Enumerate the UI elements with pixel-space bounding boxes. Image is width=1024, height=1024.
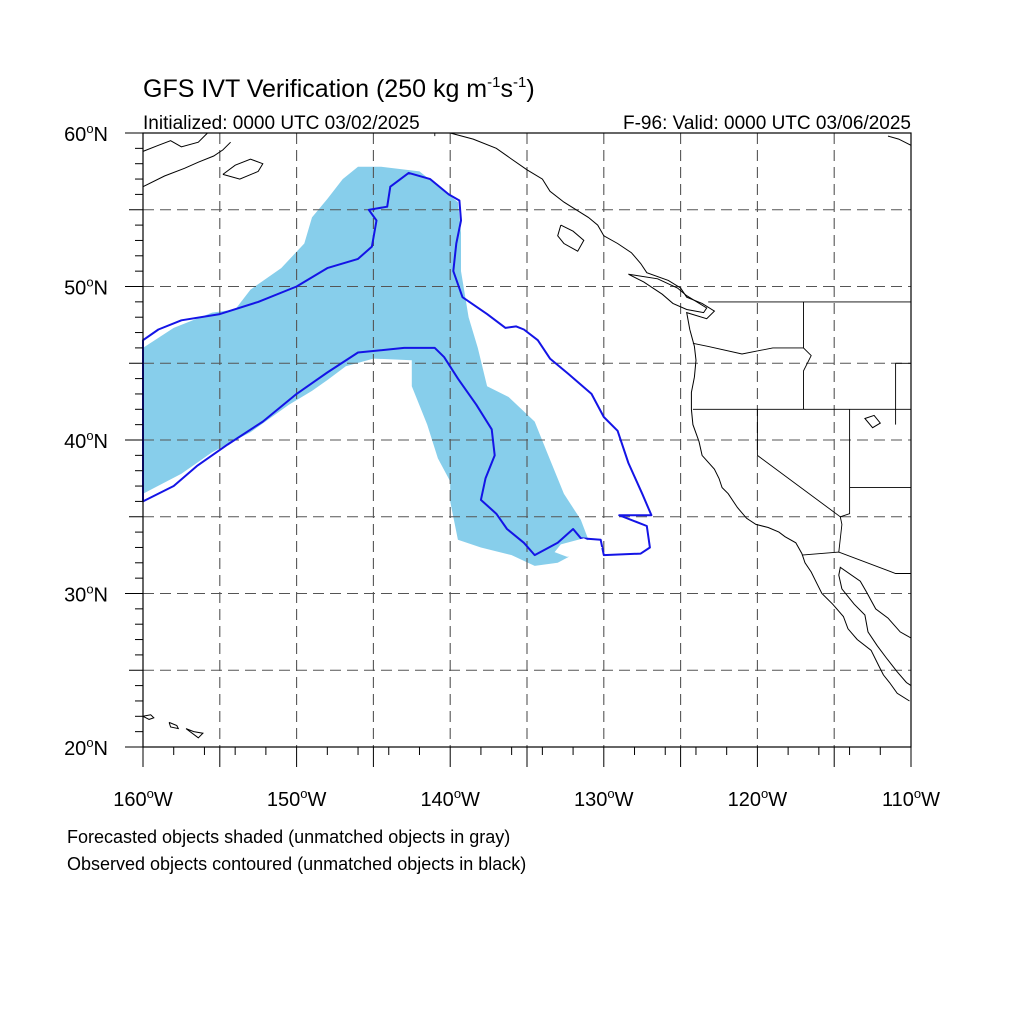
latitude-labels: 60oN 50oN 40oN 30oN 20oN (64, 121, 108, 760)
longitude-labels: 160oW 150oW 140oW 130oW 120oW 110oW (113, 786, 940, 811)
longitude-label: 150oW (267, 786, 327, 811)
border-segment (838, 409, 851, 553)
coastline-segment (142, 132, 208, 152)
border-segment (801, 551, 911, 574)
lake-outline (864, 414, 882, 429)
forecast-objects (143, 166, 589, 566)
longitude-label: 160oW (113, 786, 173, 811)
observed-object-contour (142, 171, 653, 557)
valid-label: F-96: Valid: 0000 UTC 03/06/2025 (623, 113, 911, 134)
observed-gap-region (554, 538, 603, 557)
latitude-label: 60oN (64, 121, 108, 146)
forecast-object-shaded (143, 166, 589, 566)
coastline-segment (838, 566, 912, 687)
political-borders (434, 133, 911, 574)
longitude-label: 130oW (574, 786, 634, 811)
coastline-segment (185, 728, 204, 739)
latitude-label: 50oN (64, 275, 108, 300)
border-segment (803, 301, 812, 410)
map-title: GFS IVT Verification (250 kg m-1s-1) (143, 74, 535, 103)
footnote-observed: Observed objects contoured (unmatched ob… (67, 854, 526, 874)
axis-ticks (125, 132, 912, 767)
coastline-segment (450, 132, 910, 702)
latitude-label: 20oN (64, 735, 108, 760)
map-plot-area: 60oN 50oN 40oN 30oN 20oN 160oW 150oW 140oW 130o… (64, 121, 940, 811)
coastline-segment (142, 141, 231, 188)
coastline-segment (557, 224, 585, 252)
coastlines (142, 132, 912, 739)
coastline-segment (887, 135, 912, 146)
coastline-segment (628, 273, 708, 314)
footnote-forecast: Forecasted objects shaded (unmatched obj… (67, 827, 510, 847)
border-segment (692, 342, 804, 355)
coastline-segment (142, 714, 155, 720)
longitude-label: 110oW (882, 786, 940, 811)
coastline-segment (168, 721, 180, 730)
coastline-segment (222, 158, 264, 180)
observed-objects (142, 171, 653, 557)
border-segment (756, 409, 841, 518)
map-gridlines (143, 133, 911, 747)
initialized-label: Initialized: 0000 UTC 03/02/2025 (143, 113, 420, 134)
latitude-label: 30oN (64, 582, 108, 607)
longitude-label: 140oW (420, 786, 480, 811)
longitude-label: 120oW (728, 786, 788, 811)
latitude-label: 40oN (64, 428, 108, 453)
